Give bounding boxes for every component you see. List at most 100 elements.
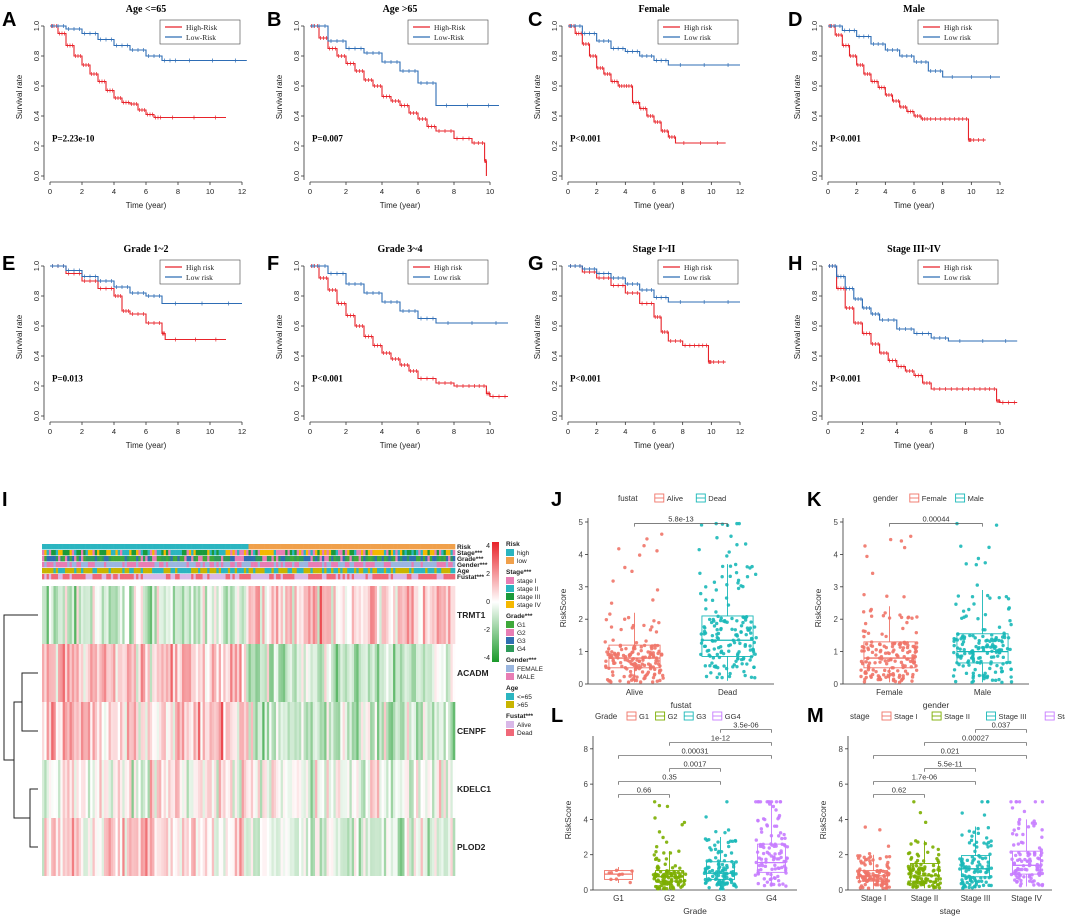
- annotation-cell: [234, 574, 238, 580]
- data-point: [669, 871, 673, 876]
- annotation-cell: [55, 568, 59, 574]
- data-point: [953, 637, 957, 642]
- heatmap-cell: [97, 818, 100, 876]
- heatmap-cell: [120, 818, 123, 876]
- heatmap-cell: [120, 702, 123, 760]
- heatmap-cell: [156, 702, 160, 760]
- data-point: [902, 545, 907, 550]
- annotation-cell: [429, 544, 433, 550]
- annotation-cell: [223, 544, 226, 550]
- heatmap-cell: [266, 702, 270, 760]
- heatmap-cell: [317, 644, 320, 702]
- data-point: [863, 677, 867, 682]
- annotation-cell: [64, 544, 68, 550]
- heatmap-cell: [58, 644, 61, 702]
- annotation-cell: [204, 556, 208, 562]
- annotation-cell: [103, 574, 107, 580]
- data-point: [777, 866, 781, 871]
- data-point: [665, 887, 669, 891]
- heatmap-cell: [285, 586, 288, 644]
- annotation-cell: [175, 574, 178, 580]
- y-tick-label: 0.8: [550, 51, 559, 61]
- heatmap-cell: [198, 586, 201, 644]
- data-point: [716, 636, 721, 641]
- annotation-cell: [374, 556, 378, 562]
- heatmap-cell: [402, 760, 405, 818]
- heatmap-cell: [241, 760, 245, 818]
- heatmap-cell: [372, 760, 375, 818]
- heatmap-cell: [374, 644, 378, 702]
- heatmap-cell: [51, 586, 54, 644]
- annotation-cell: [113, 562, 116, 568]
- data-point: [714, 588, 718, 592]
- annotation-cell: [163, 568, 167, 574]
- data-point: [655, 679, 659, 683]
- data-point: [1021, 863, 1026, 868]
- data-point: [997, 638, 1001, 643]
- x-tick-label: 0: [308, 187, 312, 196]
- data-point: [634, 640, 639, 645]
- annotation-cell: [230, 574, 233, 580]
- annotation-cell: [376, 562, 380, 568]
- annotation-cell: [390, 556, 394, 562]
- annotation-cell: [399, 544, 403, 550]
- annotation-cell: [193, 562, 197, 568]
- comparison-p-value: 0.0017: [684, 760, 707, 769]
- data-point: [875, 875, 880, 879]
- heatmap-cell: [218, 586, 222, 644]
- data-point: [608, 655, 612, 659]
- heatmap-cell: [285, 760, 288, 818]
- annotation-cell: [99, 568, 102, 574]
- data-point: [855, 875, 860, 880]
- data-point: [980, 865, 984, 869]
- annotation-cell: [188, 544, 192, 550]
- data-point: [1017, 820, 1021, 824]
- annotation-cell: [404, 544, 408, 550]
- data-point: [970, 861, 974, 865]
- heatmap-cell: [404, 586, 408, 644]
- annotation-cell: [301, 556, 304, 562]
- heatmap-cell: [289, 760, 293, 818]
- data-point: [905, 641, 909, 645]
- annotation-cell: [344, 574, 348, 580]
- annotation-cell: [450, 562, 454, 568]
- data-point: [619, 627, 623, 632]
- annotation-cell: [280, 544, 284, 550]
- gene-label: KDELC1: [457, 784, 491, 794]
- annotation-cell: [411, 568, 414, 574]
- annotation-cell: [200, 544, 203, 550]
- annotation-cell: [328, 562, 332, 568]
- data-point: [636, 652, 641, 656]
- heatmap-cell: [319, 644, 323, 702]
- annotation-cell: [117, 568, 121, 574]
- heatmap-cell: [42, 586, 45, 644]
- heatmap-cell: [204, 586, 208, 644]
- annotation-cell: [227, 568, 231, 574]
- annotation-cell: [388, 556, 392, 562]
- comparison-p-value: 0.037: [992, 721, 1011, 730]
- heatmap-cell: [411, 586, 414, 644]
- x-axis-label: Time (year): [126, 441, 167, 450]
- annotation-row-label: Grade***: [457, 556, 484, 563]
- annotation-cell: [227, 544, 231, 550]
- annotation-cell: [243, 568, 247, 574]
- annotation-cell: [76, 568, 80, 574]
- annotation-cell: [319, 562, 323, 568]
- annotation-cell: [292, 568, 295, 574]
- heatmap-cell: [370, 586, 373, 644]
- data-point: [984, 639, 988, 643]
- heatmap-cell: [365, 644, 369, 702]
- data-point: [891, 650, 895, 654]
- annotation-cell: [321, 568, 325, 574]
- annotation-cell: [97, 574, 100, 580]
- annotation-cell: [448, 562, 451, 568]
- annotation-cell: [317, 550, 320, 556]
- data-point: [986, 864, 990, 868]
- annotation-cell: [159, 544, 162, 550]
- annotation-cell: [94, 544, 98, 550]
- panel-letter-I: I: [2, 489, 8, 511]
- heatmap-cell: [376, 644, 380, 702]
- heatmap-cell: [413, 644, 417, 702]
- annotation-cell: [108, 556, 112, 562]
- annotation-cell: [101, 544, 105, 550]
